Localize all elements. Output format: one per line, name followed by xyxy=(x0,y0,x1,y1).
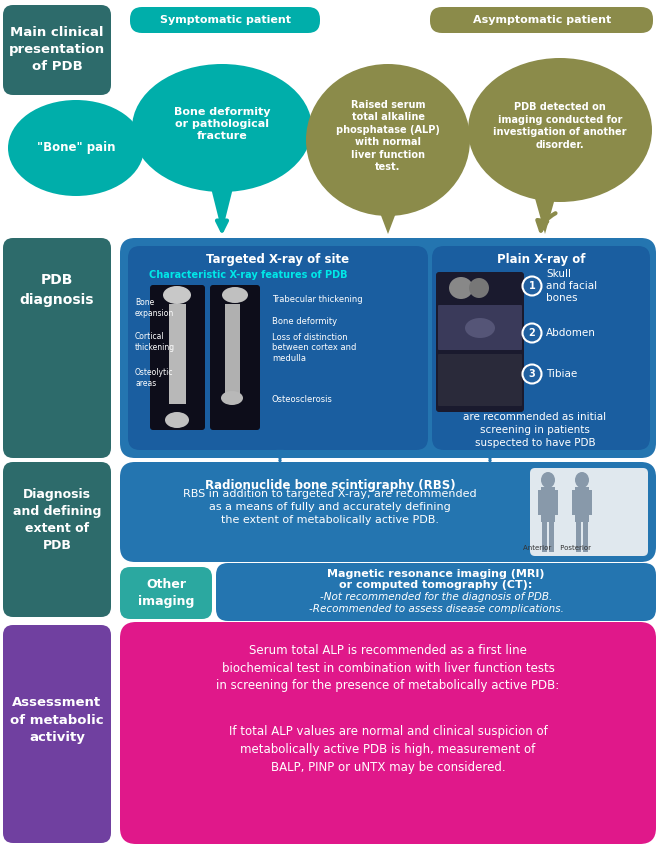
Text: or computed tomography (CT):: or computed tomography (CT): xyxy=(339,580,532,590)
Bar xyxy=(575,487,589,522)
Text: PDB
diagnosis: PDB diagnosis xyxy=(20,273,94,307)
Ellipse shape xyxy=(469,278,489,298)
Text: are recommended as initial
screening in patients
suspected to have PDB: are recommended as initial screening in … xyxy=(463,412,606,448)
FancyBboxPatch shape xyxy=(436,272,524,412)
Text: Plain X-ray of: Plain X-ray of xyxy=(497,253,585,265)
Circle shape xyxy=(523,365,542,383)
FancyBboxPatch shape xyxy=(3,5,111,95)
Ellipse shape xyxy=(222,287,248,303)
Bar xyxy=(549,522,554,552)
Text: Radionuclide bone scintigraphy (RBS): Radionuclide bone scintigraphy (RBS) xyxy=(205,479,455,493)
Text: Bone
expansion: Bone expansion xyxy=(135,298,174,318)
Ellipse shape xyxy=(468,58,652,202)
Bar xyxy=(538,490,543,515)
FancyBboxPatch shape xyxy=(120,462,656,562)
Text: Characteristic X-ray features of PDB: Characteristic X-ray features of PDB xyxy=(149,270,347,280)
FancyBboxPatch shape xyxy=(3,462,111,617)
Ellipse shape xyxy=(221,391,243,405)
Ellipse shape xyxy=(449,277,473,299)
Bar xyxy=(225,304,240,399)
Ellipse shape xyxy=(132,64,312,192)
Text: Osteosclerosis: Osteosclerosis xyxy=(272,395,333,404)
FancyArrowPatch shape xyxy=(537,213,556,231)
Text: Other
imaging: Other imaging xyxy=(138,578,194,607)
FancyBboxPatch shape xyxy=(128,246,428,450)
Text: Asymptomatic patient: Asymptomatic patient xyxy=(473,15,611,25)
FancyBboxPatch shape xyxy=(210,285,260,430)
Circle shape xyxy=(523,323,542,343)
Text: Main clinical
presentation
of PDB: Main clinical presentation of PDB xyxy=(9,26,105,74)
Polygon shape xyxy=(531,184,559,234)
Text: Symptomatic patient: Symptomatic patient xyxy=(159,15,291,25)
Bar xyxy=(572,490,577,515)
FancyBboxPatch shape xyxy=(120,567,212,619)
Text: Trabecular thickening: Trabecular thickening xyxy=(272,295,362,304)
Text: Abdomen: Abdomen xyxy=(546,328,596,338)
Text: RBS in addition to targeted X-ray, are recommended
as a means of fully and accur: RBS in addition to targeted X-ray, are r… xyxy=(183,488,477,525)
Text: If total ALP values are normal and clinical suspicion of
metabolically active PD: If total ALP values are normal and clini… xyxy=(229,726,548,774)
Bar xyxy=(542,522,547,552)
Text: PDB detected on
imaging conducted for
investigation of another
disorder.: PDB detected on imaging conducted for in… xyxy=(493,103,627,149)
Text: "Bone" pain: "Bone" pain xyxy=(37,142,115,154)
Ellipse shape xyxy=(306,64,470,216)
Text: Bone deformity: Bone deformity xyxy=(272,317,337,326)
Polygon shape xyxy=(374,197,402,234)
Text: Magnetic resonance imaging (MRI): Magnetic resonance imaging (MRI) xyxy=(328,569,545,579)
Text: Bone deformity
or pathological
fracture: Bone deformity or pathological fracture xyxy=(174,107,270,142)
FancyBboxPatch shape xyxy=(438,305,522,350)
Bar xyxy=(587,490,592,515)
Text: Osteolytic
areas: Osteolytic areas xyxy=(135,368,173,388)
Bar xyxy=(583,522,588,552)
Ellipse shape xyxy=(165,412,189,428)
FancyBboxPatch shape xyxy=(530,468,648,556)
Text: 2: 2 xyxy=(529,328,535,338)
Circle shape xyxy=(523,276,542,295)
Bar xyxy=(553,490,558,515)
FancyBboxPatch shape xyxy=(130,7,320,33)
FancyBboxPatch shape xyxy=(432,246,650,450)
Text: -Not recommended for the diagnosis of PDB.: -Not recommended for the diagnosis of PD… xyxy=(320,592,552,602)
Bar xyxy=(576,522,581,552)
Text: Diagnosis
and defining
extent of
PDB: Diagnosis and defining extent of PDB xyxy=(13,488,101,552)
Text: Raised serum
total alkaline
phosphatase (ALP)
with normal
liver function
test.: Raised serum total alkaline phosphatase … xyxy=(336,100,440,172)
FancyBboxPatch shape xyxy=(216,563,656,621)
Text: -Recommended to assess disease complications.: -Recommended to assess disease complicat… xyxy=(308,604,563,614)
FancyBboxPatch shape xyxy=(120,622,656,844)
FancyBboxPatch shape xyxy=(3,625,111,843)
Text: Loss of distinction
between cortex and
medulla: Loss of distinction between cortex and m… xyxy=(272,333,357,363)
FancyBboxPatch shape xyxy=(150,285,205,430)
FancyBboxPatch shape xyxy=(3,238,111,458)
FancyBboxPatch shape xyxy=(120,238,656,458)
Ellipse shape xyxy=(465,318,495,338)
Text: Cortical
thickening: Cortical thickening xyxy=(135,332,175,352)
Ellipse shape xyxy=(541,472,555,488)
Polygon shape xyxy=(208,176,236,232)
Text: 3: 3 xyxy=(529,369,535,379)
Bar xyxy=(169,304,186,404)
FancyBboxPatch shape xyxy=(430,7,653,33)
Ellipse shape xyxy=(163,286,191,304)
FancyBboxPatch shape xyxy=(438,354,522,406)
Ellipse shape xyxy=(8,100,144,196)
Text: Tibiae: Tibiae xyxy=(546,369,577,379)
Text: Serum total ALP is recommended as a first line
biochemical test in combination w: Serum total ALP is recommended as a firs… xyxy=(216,644,559,693)
Bar xyxy=(541,487,555,522)
Text: Assessment
of metabolic
activity: Assessment of metabolic activity xyxy=(10,695,104,745)
Text: Targeted X-ray of site: Targeted X-ray of site xyxy=(206,253,349,265)
Text: 1: 1 xyxy=(529,281,535,291)
Text: Anterior    Posterior: Anterior Posterior xyxy=(523,545,591,551)
Text: Skull
and facial
bones: Skull and facial bones xyxy=(546,270,597,303)
Ellipse shape xyxy=(575,472,589,488)
